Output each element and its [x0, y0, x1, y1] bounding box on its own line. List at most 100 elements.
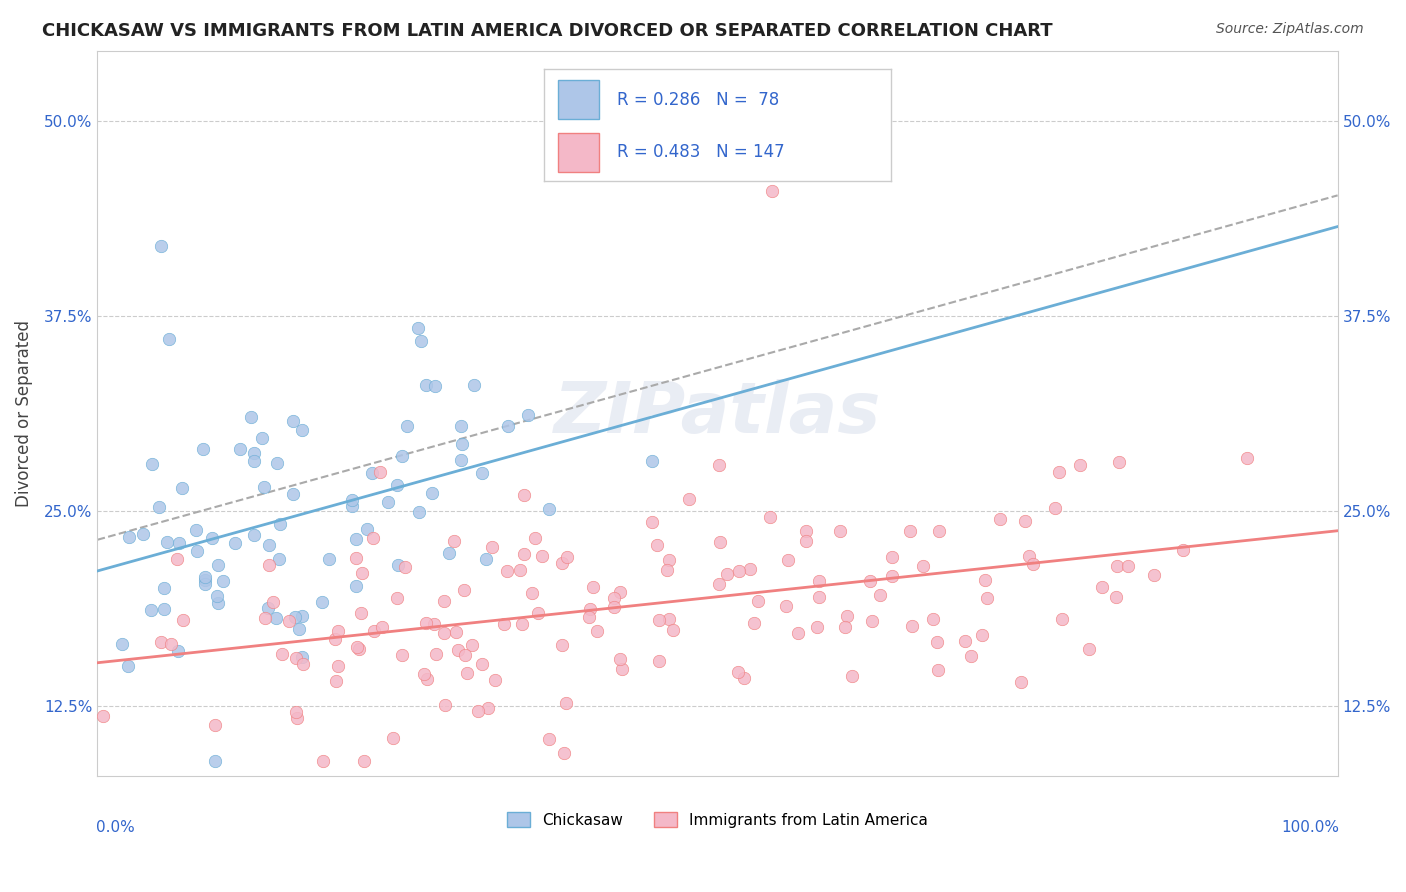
Point — [707, 458, 730, 472]
Point — [415, 378, 437, 392]
Point — [269, 516, 291, 531]
Point — [553, 746, 575, 760]
Point — [211, 574, 233, 588]
Point — [1091, 580, 1114, 594]
Point — [645, 538, 668, 552]
Point — [266, 456, 288, 470]
Point — [271, 647, 294, 661]
Point — [658, 553, 681, 567]
Point — [204, 754, 226, 768]
Point — [862, 615, 884, 629]
Point — [509, 563, 531, 577]
Point — [787, 625, 810, 640]
Point — [318, 551, 340, 566]
Point — [423, 617, 446, 632]
Point — [166, 551, 188, 566]
Point — [444, 625, 467, 640]
Point — [641, 454, 664, 468]
Point — [153, 581, 176, 595]
Point — [409, 334, 432, 349]
Point — [172, 614, 194, 628]
Point — [342, 500, 364, 514]
Point — [841, 668, 863, 682]
Point — [747, 593, 769, 607]
Point — [475, 551, 498, 566]
Point — [555, 550, 578, 565]
Point — [661, 624, 683, 638]
Point — [344, 579, 367, 593]
Point — [385, 477, 408, 491]
Point — [1022, 557, 1045, 571]
Point — [727, 564, 749, 578]
Point — [149, 238, 172, 252]
Point — [647, 613, 669, 627]
Point — [707, 577, 730, 591]
Point — [586, 624, 609, 638]
Point — [582, 580, 605, 594]
Point — [658, 612, 681, 626]
Point — [880, 550, 903, 565]
Point — [394, 560, 416, 574]
Point — [377, 495, 399, 509]
Text: CHICKASAW VS IMMIGRANTS FROM LATIN AMERICA DIVORCED OR SEPARATED CORRELATION CHA: CHICKASAW VS IMMIGRANTS FROM LATIN AMERI… — [42, 22, 1053, 40]
Point — [742, 616, 765, 631]
Point — [346, 640, 368, 654]
Point — [91, 708, 114, 723]
Point — [413, 666, 436, 681]
Point — [242, 528, 264, 542]
Point — [344, 551, 367, 566]
Point — [167, 536, 190, 550]
Point — [579, 601, 602, 615]
Point — [828, 524, 851, 539]
Point — [960, 649, 983, 664]
Point — [356, 522, 378, 536]
Point — [353, 754, 375, 768]
Point — [912, 559, 935, 574]
Point — [363, 624, 385, 638]
Point — [267, 552, 290, 566]
Point — [243, 446, 266, 460]
Point — [794, 534, 817, 549]
Point — [471, 657, 494, 672]
Point — [288, 622, 311, 636]
Point — [761, 184, 783, 198]
Point — [253, 611, 276, 625]
Point — [1018, 549, 1040, 563]
Point — [291, 423, 314, 437]
Text: ZIPatlas: ZIPatlas — [554, 379, 882, 448]
Text: 100.0%: 100.0% — [1281, 820, 1339, 835]
Point — [323, 632, 346, 647]
Point — [709, 535, 731, 549]
Point — [312, 754, 335, 768]
Point — [835, 608, 858, 623]
Point — [1171, 543, 1194, 558]
Point — [655, 562, 678, 576]
Point — [256, 601, 278, 615]
Point — [347, 642, 370, 657]
Point — [284, 610, 307, 624]
Point — [921, 612, 943, 626]
Point — [1107, 558, 1129, 573]
Point — [371, 620, 394, 634]
Point — [425, 647, 447, 661]
Point — [759, 509, 782, 524]
Point — [512, 617, 534, 632]
Point — [456, 666, 478, 681]
Point — [416, 672, 439, 686]
Point — [156, 535, 179, 549]
Point — [806, 620, 828, 634]
Point — [513, 547, 536, 561]
Point — [433, 594, 456, 608]
Point — [738, 562, 761, 576]
Point — [433, 698, 456, 712]
Point — [186, 544, 208, 558]
Point — [451, 437, 474, 451]
Point — [716, 567, 738, 582]
Point — [538, 731, 561, 746]
Point — [349, 606, 371, 620]
Point — [361, 531, 384, 545]
Legend: Chickasaw, Immigrants from Latin America: Chickasaw, Immigrants from Latin America — [501, 805, 934, 834]
Point — [239, 410, 262, 425]
Point — [242, 454, 264, 468]
Point — [477, 701, 499, 715]
